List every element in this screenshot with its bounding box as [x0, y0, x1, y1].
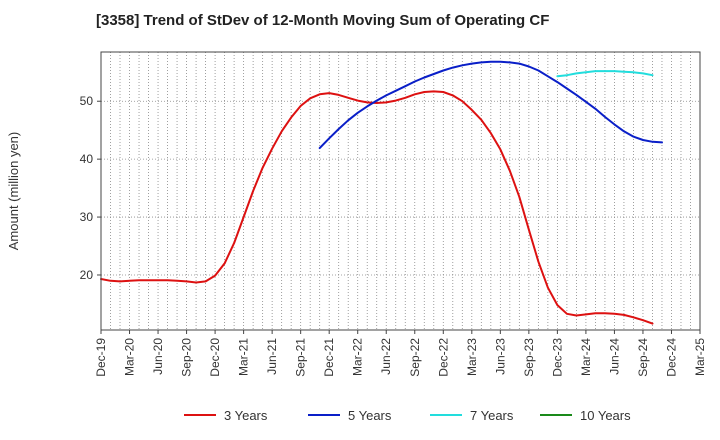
x-tick-label: Dec-19 — [94, 338, 108, 377]
series-layer — [100, 60, 663, 325]
x-axis-ticks: Dec-19 Mar-20 Jun-20 Sep-20 Dec-20 Mar-21 Jun-… — [94, 330, 707, 377]
x-tick-label: Dec-20 — [208, 338, 222, 377]
series-line-7-years — [556, 70, 654, 78]
x-tick-label: Jun-20 — [151, 338, 165, 375]
y-tick-label: 30 — [80, 210, 94, 224]
y-tick-label: 50 — [80, 94, 94, 108]
x-tick-label: Dec-22 — [436, 338, 450, 377]
y-axis-title: Amount (million yen) — [6, 132, 21, 251]
legend: 3 Years 5 Years 7 Years 10 Years — [184, 408, 631, 423]
legend-label-10-years: 10 Years — [580, 408, 631, 423]
y-tick-label: 40 — [80, 152, 94, 166]
legend-label-7-years: 7 Years — [470, 408, 514, 423]
x-tick-label: Sep-22 — [408, 338, 422, 377]
x-tick-label: Sep-21 — [294, 338, 308, 377]
series-line-3-years — [100, 90, 654, 325]
x-tick-label: Dec-24 — [664, 338, 678, 377]
x-tick-label: Jun-22 — [379, 338, 393, 375]
chart-title: [3358] Trend of StDev of 12-Month Moving… — [96, 12, 550, 29]
x-tick-label: Mar-23 — [465, 338, 479, 376]
x-tick-label: Mar-22 — [351, 338, 365, 376]
x-tick-label: Jun-23 — [493, 338, 507, 375]
legend-label-3-years: 3 Years — [224, 408, 268, 423]
x-tick-label: Jun-24 — [607, 338, 621, 375]
x-tick-label: Sep-24 — [636, 338, 650, 377]
plot-border — [100, 51, 701, 331]
x-tick-label: Dec-23 — [550, 338, 564, 377]
x-tick-label: Jun-21 — [265, 338, 279, 375]
y-axis-ticks: 20 30 40 50 — [80, 94, 101, 282]
series-line-5-years — [318, 60, 663, 150]
x-tick-label: Mar-21 — [237, 338, 251, 376]
legend-label-5-years: 5 Years — [348, 408, 392, 423]
x-tick-label: Mar-24 — [579, 338, 593, 376]
x-tick-label: Sep-20 — [180, 338, 194, 377]
x-tick-label: Mar-25 — [693, 338, 707, 376]
x-tick-label: Dec-21 — [322, 338, 336, 377]
grid-layer — [100, 52, 701, 330]
x-tick-label: Sep-23 — [522, 338, 536, 377]
y-tick-label: 20 — [80, 268, 94, 282]
x-tick-label: Mar-20 — [123, 338, 137, 376]
